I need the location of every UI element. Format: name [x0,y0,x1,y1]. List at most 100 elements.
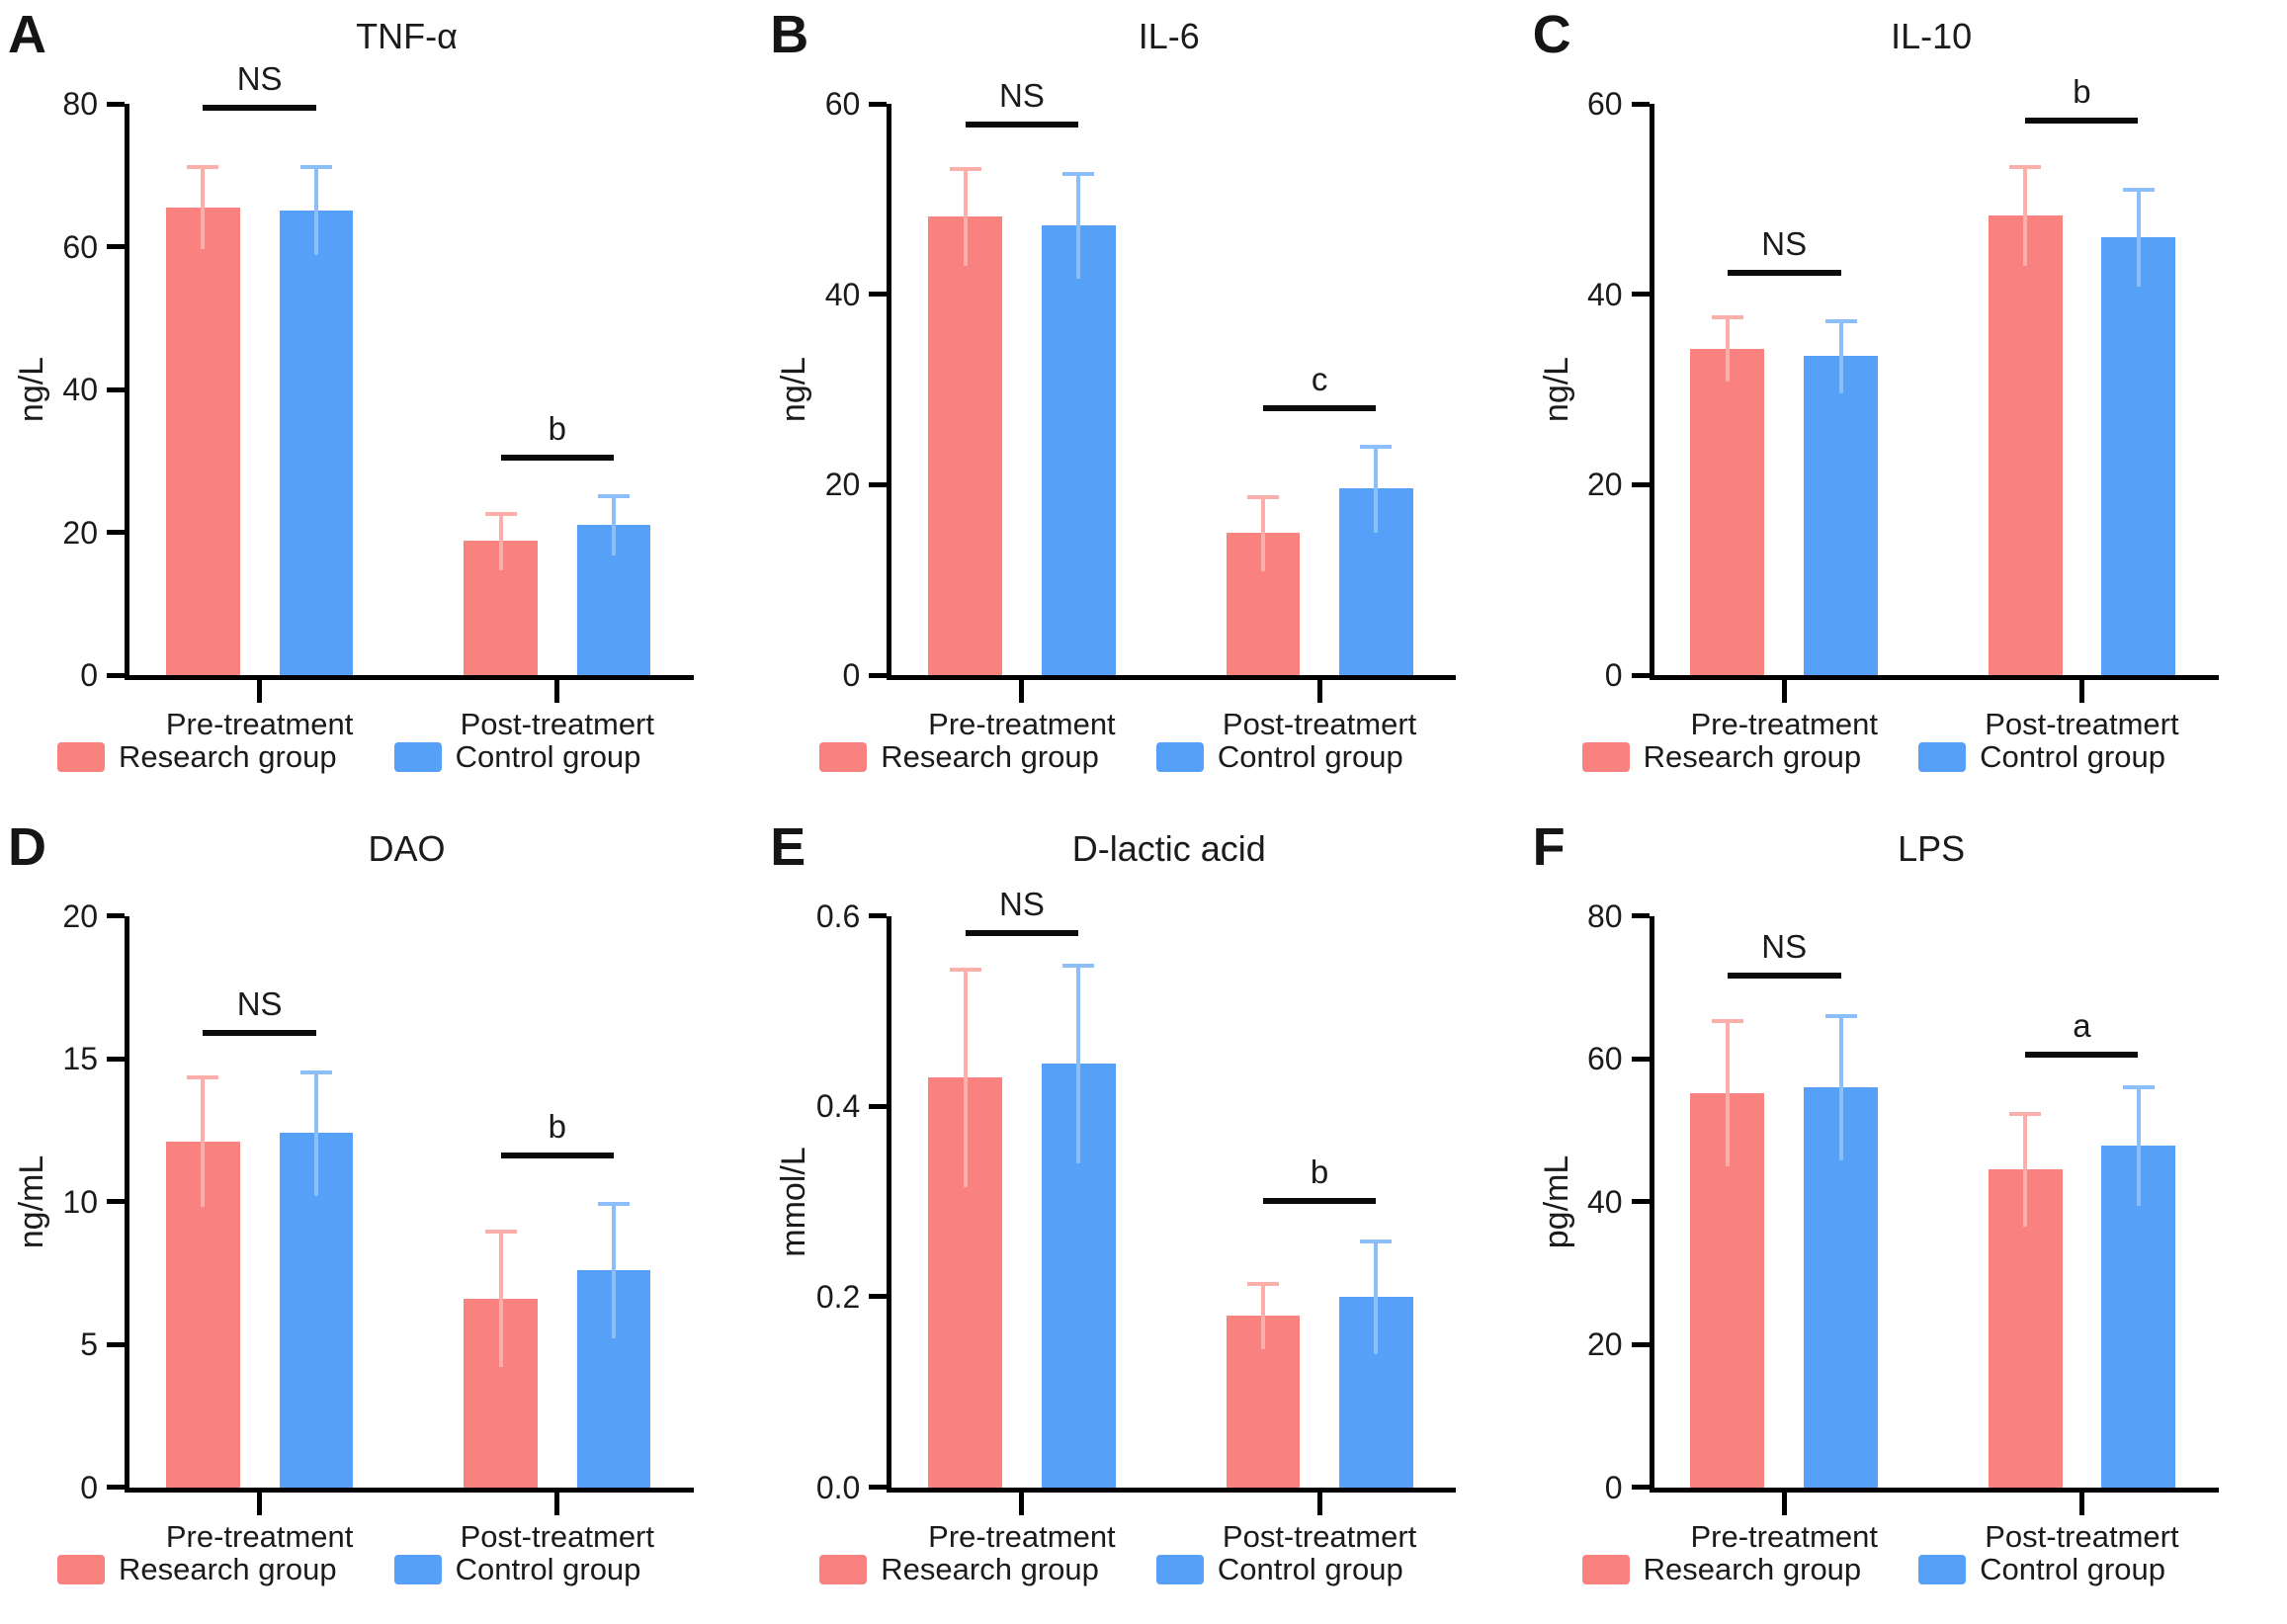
error-bar-cap [300,165,332,170]
x-category-label: Post-treatmert [1985,1518,2179,1554]
x-tick-mark [554,680,560,703]
legend-item-research: Research group [57,739,337,775]
x-tick-mark [2078,1492,2084,1515]
x-category-label: Post-treatmert [460,1518,654,1554]
error-bar-line [498,511,503,570]
y-tick-label: 20 [1587,1326,1623,1362]
plot-area: 0.0 0.2 0.4 0.6 mmol/L NS b Pre-treatment Post-t… [775,886,1457,1554]
legend-item-control: Control group [393,1551,641,1587]
blue-swatch [1918,1554,1967,1584]
x-category-label: Pre-treatment [1690,1518,1878,1554]
error-bar-cap [2009,164,2042,169]
error-bar-line [611,1201,616,1339]
y-tick-mark [1631,292,1650,298]
legend-item-research: Research group [1581,739,1862,775]
y-tick-label: 0 [1604,1469,1623,1505]
error-bar-line [201,1075,206,1208]
x-tick-mark [257,1492,263,1515]
error-bar-cap [949,166,981,171]
y-tick-mark [869,1294,888,1300]
y-tick-mark [107,386,125,392]
y-tick-mark [107,672,125,678]
plot-area: 0 20 40 60 ng/L NS c Pre-treatment Post-treatmer… [775,77,1457,741]
red-swatch [1581,742,1630,772]
panel-letter: D [8,816,46,877]
error-bar-line [2136,1085,2141,1206]
y-tick-mark [869,672,888,678]
panel-letter: A [8,5,46,64]
red-swatch [57,742,105,772]
blue-swatch [393,1554,442,1584]
legend: Research group Control group [57,739,640,775]
y-tick-label: 40 [62,372,98,407]
research-bar-pre [1690,348,1765,675]
x-tick-mark [1316,1492,1322,1515]
y-tick-label: 80 [1587,897,1623,934]
chart-title: IL-6 [1138,16,1200,56]
x-category-label: Post-treatmert [460,707,654,741]
legend-label: Control group [455,1551,641,1586]
y-tick-mark [1631,481,1650,487]
y-tick-label: 20 [62,514,98,551]
y-tick-label: 80 [62,86,98,122]
legend-label: Control group [1980,739,2166,774]
error-bar-line [2023,164,2028,266]
legend-item-control: Control group [1918,1552,2165,1587]
error-bar-cap [1824,318,1857,323]
legend-item-research: Research group [57,1552,337,1587]
significance-label: b [1310,1153,1329,1190]
error-bar-line [1076,963,1081,1163]
y-tick-label: 60 [1587,86,1623,122]
significance-bar [1263,1197,1377,1204]
x-category-label: Pre-treatment [165,707,354,741]
error-bar-cap [2122,187,2155,192]
legend-label: Research group [119,739,337,774]
chart-title: D-lactic acid [1071,827,1266,869]
y-tick-label: 60 [824,86,861,122]
legend-item-control: Control group [1155,739,1403,775]
chart-title: IL-10 [1891,16,1973,56]
error-bar-cap [597,494,630,499]
red-swatch [1581,1554,1630,1584]
x-tick-mark [1019,1492,1025,1515]
y-axis-unit-label: ng/L [775,356,813,423]
research-bar-post [1988,214,2063,675]
y-axis-unit-label: pg/mL [1537,1154,1575,1248]
error-bar-cap [484,511,517,516]
y-tick-label: 0.0 [815,1469,861,1505]
plot-area: 0 5 10 15 20 ng/mL NS b Pre-treatment Post-treatm… [13,899,694,1554]
significance-bar [203,1030,316,1036]
panel-letter: C [1532,5,1571,64]
legend-label: Research group [1643,739,1862,774]
y-axis-unit-label: ng/L [1537,356,1575,423]
y-tick-label: 0 [80,1469,98,1505]
y-tick-label: 0.6 [815,897,861,934]
y-tick-mark [1631,1056,1650,1062]
legend-item-research: Research group [1581,1552,1861,1587]
panel-letter: B [770,5,809,64]
x-category-label: Post-treatmert [1222,707,1417,741]
legend: Research group Control group [1581,739,2166,775]
error-bar-cap [187,165,219,170]
error-bar-line [963,166,968,266]
significance-label: a [2073,1007,2091,1045]
legend-label: Control group [1217,739,1403,774]
panel-b: B IL-6 0 20 40 60 ng/L NS c Pre-treatment Post-tre… [762,0,1524,812]
error-bar-line [1261,1282,1265,1349]
significance-bar [1727,269,1841,276]
blue-swatch [393,742,442,772]
panel-f: F LPS 0 20 40 60 80 pg/mL NS a Pre-treatment Post-t… [1525,812,2287,1624]
error-bar-cap [1711,314,1743,319]
significance-bar [1727,973,1841,980]
significance-bar [2025,118,2139,125]
legend-item-research: Research group [819,739,1099,775]
y-tick-label: 0.2 [815,1278,861,1315]
y-tick-label: 40 [824,276,861,312]
error-bar-line [2136,187,2141,287]
research-bar-pre [165,207,240,675]
y-axis-unit-label: ng/L [13,356,50,423]
blue-swatch [1918,742,1967,772]
error-bar-cap [1062,172,1095,177]
red-swatch [819,742,868,772]
significance-label: b [548,1108,566,1146]
